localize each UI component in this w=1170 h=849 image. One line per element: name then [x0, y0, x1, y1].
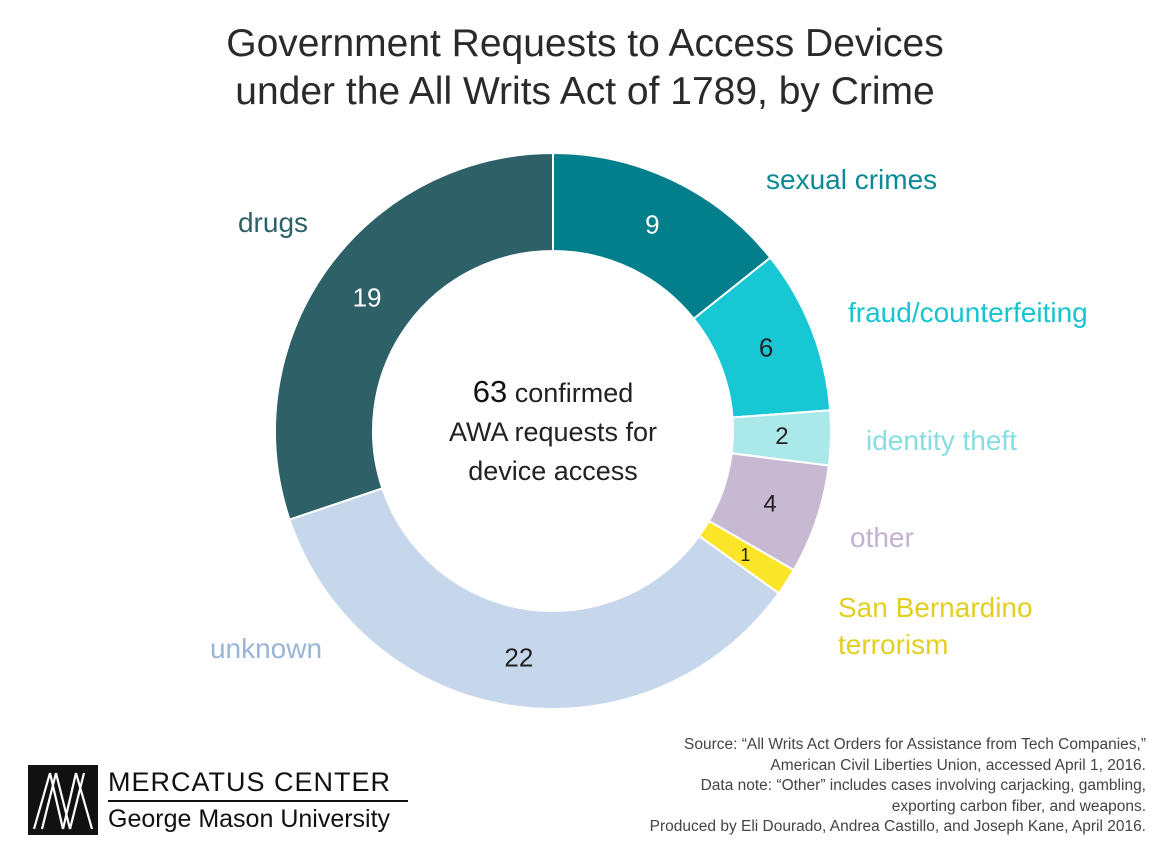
category-label-identity-theft: identity theft: [866, 425, 1017, 456]
source-line2: American Civil Liberties Union, accessed…: [770, 756, 1146, 774]
chart-slices: [274, 151, 832, 711]
category-label-other: other: [850, 522, 914, 553]
value-label-san-bernardino-terrorism: 1: [740, 545, 750, 565]
category-label-sexual-crimes: sexual crimes: [766, 164, 937, 195]
slice-unknown: [288, 487, 781, 711]
logo-title: MERCATUS CENTER: [108, 767, 392, 797]
mercatus-logo-mark-icon: [28, 765, 98, 835]
value-label-unknown: 22: [504, 642, 533, 672]
donut-center-text: 63 confirmed AWA requests for device acc…: [449, 374, 657, 486]
chart-title-line2: under the All Writs Act of 1789, by Crim…: [235, 70, 935, 113]
logo-divider: [108, 800, 408, 802]
value-label-other: 4: [763, 490, 776, 517]
category-label-fraud-counterfeiting: fraud/counterfeiting: [848, 297, 1088, 328]
source-note: Source: “All Writs Act Orders for Assist…: [650, 735, 1146, 838]
source-line3: Data note: “Other” includes cases involv…: [700, 777, 1146, 794]
value-label-sexual-crimes: 9: [645, 210, 659, 240]
mercatus-logo: MERCATUS CENTER George Mason University: [28, 765, 408, 835]
center-total: 63: [473, 374, 507, 409]
value-label-drugs: 19: [353, 282, 382, 312]
center-line1-suffix: confirmed: [507, 378, 633, 408]
logo-subtitle: George Mason University: [108, 805, 391, 833]
chart-value-labels: 9 6 2 4 1 22 19: [353, 210, 789, 673]
chart-category-labels: sexual crimes fraud/counterfeiting identit…: [210, 164, 1088, 664]
value-label-identity-theft: 2: [775, 423, 788, 450]
value-label-fraud-counterfeiting: 6: [759, 332, 773, 362]
chart-title-line1: Government Requests to Access Devices: [226, 22, 944, 65]
source-line5: Produced by Eli Dourado, Andrea Castillo…: [649, 818, 1146, 835]
source-line1: Source: “All Writs Act Orders for Assist…: [684, 736, 1146, 753]
svg-text:63 confirmed: 63 confirmed: [473, 374, 634, 409]
center-line2: AWA requests for: [449, 417, 657, 447]
category-label-san-bernardino-terrorism: San Bernardino terrorism: [838, 592, 1033, 660]
center-line3: device access: [468, 456, 638, 486]
category-label-drugs: drugs: [238, 207, 308, 238]
chart-title: Government Requests to Access Devices un…: [0, 20, 1170, 116]
source-line4: exporting carbon fiber, and weapons.: [891, 797, 1146, 815]
slice-drugs: [274, 151, 554, 521]
category-label-unknown: unknown: [210, 633, 322, 664]
